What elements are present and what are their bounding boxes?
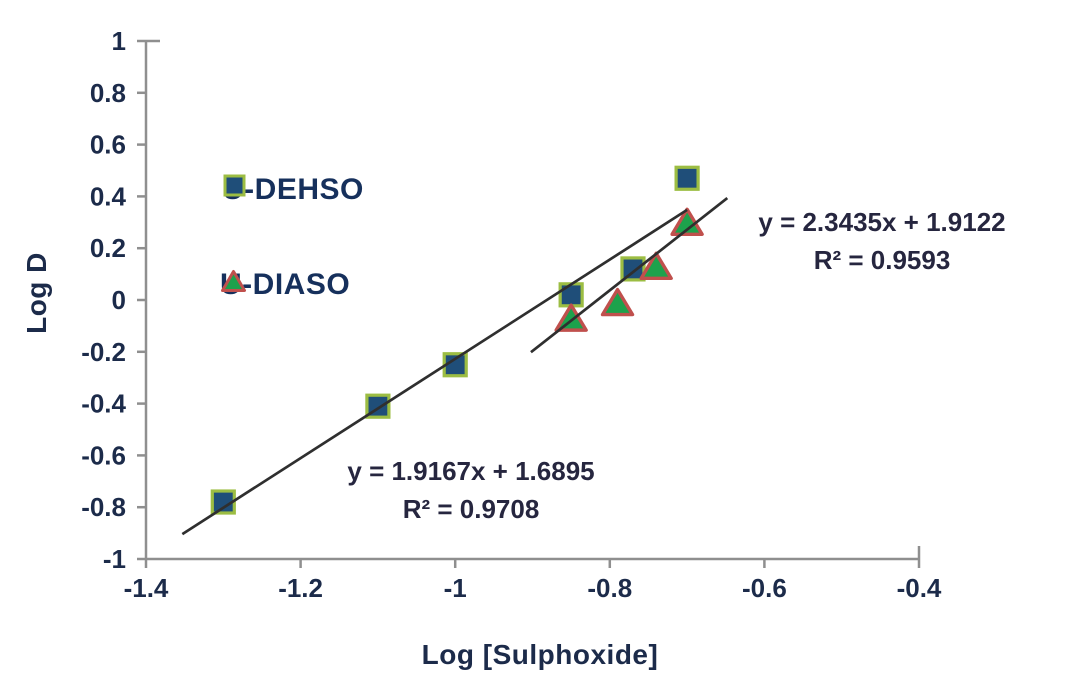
y-axis-title: Log D [21,252,52,334]
trendline-u-diaso [530,196,729,354]
data-point-triangle-u-diaso [670,207,704,237]
y-tick-label: 0.6 [90,130,126,160]
y-tick-label: -1 [103,544,126,574]
legend-item-u-dehso: U-DEHSO [222,173,364,207]
y-tick-label: -0.8 [81,492,126,522]
data-point-square-u-dehso [558,282,584,308]
y-tick-label: 0.4 [90,181,127,211]
x-tick-label: -1 [444,573,467,603]
y-tick-label: -0.4 [81,389,126,419]
equation-text: y = 2.3435x + 1.9122 [758,207,1006,237]
r-squared-text: R² = 0.9708 [402,494,540,524]
equation-text: y = 1.9167x + 1.6895 [347,456,595,486]
y-tick-label: 0.8 [90,78,126,108]
y-tick-label: 0.2 [90,233,126,263]
legend-item-u-diaso: U-DIASO [220,268,350,302]
y-tick-label: 1 [112,26,126,56]
x-tick-label: -1.4 [124,573,169,603]
x-axis-title: Log [Sulphoxide] [421,639,659,670]
triangle-marker-icon [221,270,246,292]
x-tick-label: -1.2 [278,573,323,603]
y-tick-label: -0.2 [81,337,126,367]
data-point-triangle-u-diaso [639,251,673,281]
y-tick-label: 0 [112,285,126,315]
data-point-square-u-dehso [674,165,700,191]
r-squared-text: R² = 0.9593 [813,245,951,275]
square-marker-icon [223,174,246,197]
x-tick-label: -0.4 [897,573,942,603]
x-tick-label: -0.6 [742,573,787,603]
trendline-equation-u-dehso: y = 1.9167x + 1.6895 R² = 0.9708 [347,452,594,528]
x-tick-label: -0.8 [587,573,632,603]
y-tick-label: -0.6 [81,440,126,470]
data-point-triangle-u-diaso [554,303,588,332]
data-point-triangle-u-diaso [600,287,635,317]
trendline-equation-u-diaso: y = 2.3435x + 1.9122 R² = 0.9593 [758,203,1005,279]
data-point-square-u-dehso [620,256,646,282]
trendline-u-dehso [181,208,688,536]
legend-label-u-dehso: U-DEHSO [222,173,364,206]
